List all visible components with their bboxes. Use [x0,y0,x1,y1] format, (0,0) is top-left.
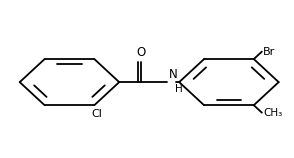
Text: CH₃: CH₃ [263,108,283,118]
Text: Br: Br [263,47,275,57]
Text: Cl: Cl [92,109,103,119]
Text: O: O [136,46,146,59]
Text: H: H [175,84,183,94]
Text: N: N [169,68,178,81]
